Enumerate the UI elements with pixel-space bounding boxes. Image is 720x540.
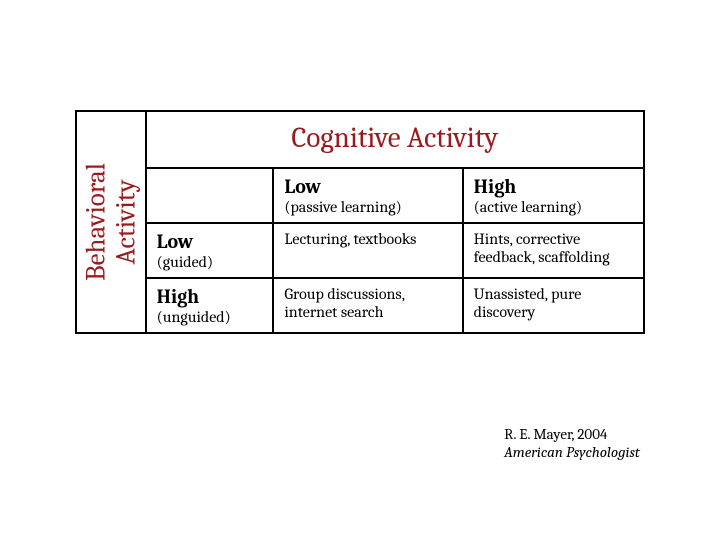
matrix-table-wrapper: Behavioral Activity Cognitive Activity L… bbox=[75, 110, 645, 334]
row-header-high-sub: (unguided) bbox=[157, 308, 263, 326]
citation: R. E. Mayer, 2004 American Psychologist bbox=[504, 425, 640, 463]
side-label-line1: Behavioral bbox=[80, 163, 111, 281]
cell-low-low: Lecturing, textbooks bbox=[273, 223, 462, 278]
side-label-line2: Activity bbox=[110, 180, 141, 265]
row-header-low-title: Low bbox=[157, 230, 263, 253]
col-header-low: Low (passive learning) bbox=[273, 168, 462, 223]
col-header-high-title: High bbox=[474, 175, 633, 198]
row-header-low-sub: (guided) bbox=[157, 253, 263, 271]
side-label: Behavioral Activity bbox=[81, 163, 140, 281]
corner-cell bbox=[146, 168, 274, 223]
cell-high-high: Unassisted, pure discovery bbox=[463, 278, 644, 333]
col-header-low-sub: (passive learning) bbox=[284, 198, 451, 216]
cell-low-high: Hints, corrective feedback, scaffolding bbox=[463, 223, 644, 278]
table-title: Cognitive Activity bbox=[146, 111, 644, 168]
citation-line2: American Psychologist bbox=[504, 443, 640, 462]
row-header-low: Low (guided) bbox=[146, 223, 274, 278]
matrix-table: Behavioral Activity Cognitive Activity L… bbox=[75, 110, 645, 334]
row-header-high-title: High bbox=[157, 285, 263, 308]
cell-high-low: Group discussions, internet search bbox=[273, 278, 462, 333]
col-header-low-title: Low bbox=[284, 175, 451, 198]
citation-line1: R. E. Mayer, 2004 bbox=[504, 425, 640, 444]
side-label-cell: Behavioral Activity bbox=[76, 111, 146, 333]
col-header-high: High (active learning) bbox=[463, 168, 644, 223]
row-header-high: High (unguided) bbox=[146, 278, 274, 333]
col-header-high-sub: (active learning) bbox=[474, 198, 633, 216]
